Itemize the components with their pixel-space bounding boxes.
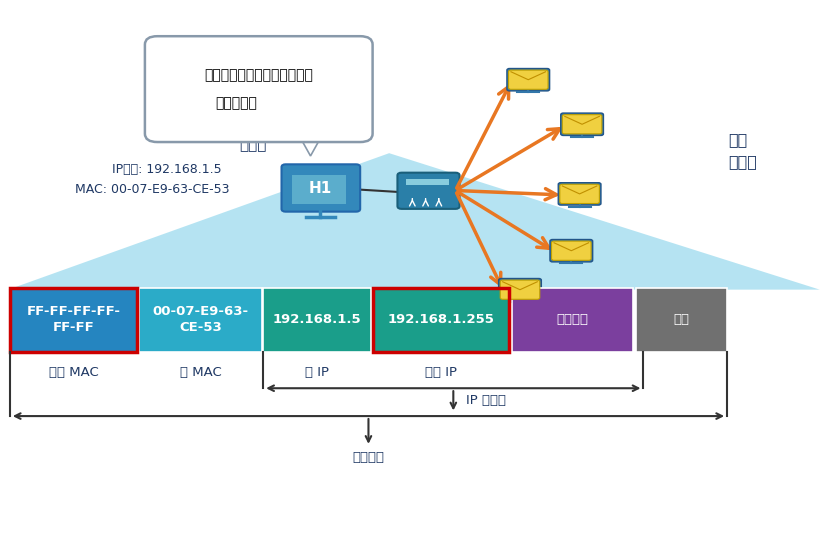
Bar	[372, 288, 509, 352]
FancyBboxPatch shape	[145, 36, 372, 142]
Text: 所有主机。: 所有主机。	[215, 96, 256, 110]
Text: IP地址: 192.168.1.5: IP地址: 192.168.1.5	[112, 163, 221, 177]
FancyBboxPatch shape	[562, 115, 601, 134]
FancyBboxPatch shape	[500, 280, 539, 299]
FancyBboxPatch shape	[549, 240, 592, 262]
Polygon shape	[298, 134, 323, 156]
Text: IP 数据包: IP 数据包	[466, 394, 506, 407]
Text: 目的: 目的	[728, 132, 747, 146]
FancyBboxPatch shape	[498, 278, 541, 301]
Text: 00-07-E9-63-
CE-53: 00-07-E9-63- CE-53	[152, 305, 248, 335]
FancyBboxPatch shape	[506, 69, 549, 91]
FancyBboxPatch shape	[559, 184, 599, 203]
Text: 以太网帧: 以太网帧	[352, 451, 384, 465]
FancyBboxPatch shape	[560, 113, 603, 135]
Bar	[372, 288, 509, 352]
FancyBboxPatch shape	[557, 183, 600, 205]
Polygon shape	[8, 153, 819, 290]
Text: 帧尾: 帧尾	[672, 314, 689, 326]
FancyBboxPatch shape	[281, 164, 360, 212]
FancyBboxPatch shape	[551, 241, 590, 260]
Bar	[139, 288, 261, 352]
Text: 目的 MAC: 目的 MAC	[49, 366, 98, 379]
Bar	[10, 288, 137, 352]
Bar	[263, 288, 370, 352]
Bar	[405, 179, 448, 185]
Text: MAC: 00-07-E9-63-CE-53: MAC: 00-07-E9-63-CE-53	[74, 183, 229, 196]
Text: 源主机: 源主机	[238, 138, 266, 152]
Text: 源 IP: 源 IP	[305, 366, 328, 379]
FancyBboxPatch shape	[508, 70, 547, 89]
Bar	[10, 288, 137, 352]
Bar	[635, 288, 726, 352]
Text: 用户数据: 用户数据	[556, 314, 588, 326]
Text: 192.168.1.255: 192.168.1.255	[387, 314, 494, 326]
Bar	[511, 288, 633, 352]
Bar	[292, 175, 346, 204]
Text: 192.168.1.5: 192.168.1.5	[272, 314, 361, 326]
Text: FF-FF-FF-FF-
FF-FF: FF-FF-FF-FF- FF-FF	[26, 305, 121, 335]
Text: 源 MAC: 源 MAC	[179, 366, 221, 379]
Text: 目的 IP: 目的 IP	[424, 366, 457, 379]
Text: 我需要将数据发送给网络中的: 我需要将数据发送给网络中的	[203, 68, 313, 82]
FancyBboxPatch shape	[397, 173, 459, 209]
Text: H1: H1	[308, 181, 332, 196]
Text: 主机组: 主机组	[728, 154, 757, 169]
